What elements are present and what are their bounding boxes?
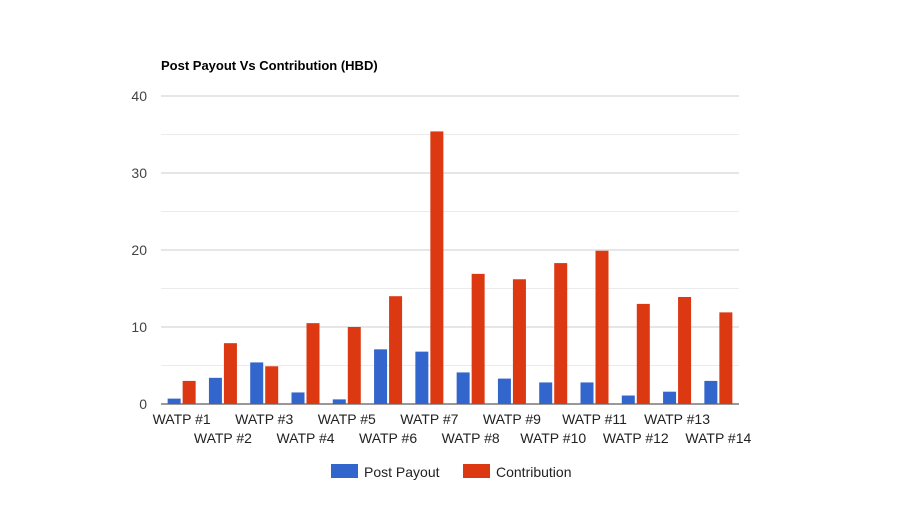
x-tick-label: WATP #5 bbox=[318, 411, 376, 427]
bar-contribution bbox=[719, 312, 733, 404]
chart-title: Post Payout Vs Contribution (HBD) bbox=[161, 58, 378, 73]
x-tick-label: WATP #9 bbox=[483, 411, 541, 427]
bar-post-payout bbox=[539, 382, 553, 404]
bar-contribution bbox=[430, 131, 444, 405]
bar-post-payout bbox=[497, 378, 511, 404]
legend-swatch bbox=[463, 464, 490, 478]
legend-item: Contribution bbox=[463, 464, 572, 480]
bar-contribution bbox=[554, 263, 568, 404]
x-tick-label: WATP #8 bbox=[442, 430, 500, 446]
x-axis-tick-labels: WATP #1 WATP #2 WATP #3 WATP #4 WATP #5 WATP … bbox=[153, 411, 752, 446]
x-tick-label: WATP #3 bbox=[235, 411, 293, 427]
y-tick-label: 0 bbox=[139, 396, 147, 412]
bar-post-payout bbox=[621, 395, 635, 404]
bar-contribution bbox=[636, 303, 650, 404]
bar-post-payout bbox=[374, 349, 388, 404]
x-tick-label: WATP #4 bbox=[276, 430, 334, 446]
bar-contribution bbox=[223, 343, 237, 404]
x-tick-label: WATP #7 bbox=[400, 411, 458, 427]
x-tick-label: WATP #6 bbox=[359, 430, 417, 446]
bar-post-payout bbox=[291, 392, 305, 404]
y-tick-label: 40 bbox=[131, 88, 147, 104]
legend-label: Contribution bbox=[496, 464, 572, 480]
bar-contribution bbox=[265, 366, 279, 404]
x-tick-label: WATP #2 bbox=[194, 430, 252, 446]
legend-item: Post Payout bbox=[331, 464, 440, 480]
y-tick-label: 30 bbox=[131, 165, 147, 181]
x-tick-label: WATP #11 bbox=[562, 411, 627, 427]
x-tick-label: WATP #10 bbox=[520, 430, 586, 446]
bar-contribution bbox=[389, 296, 403, 404]
y-tick-label: 10 bbox=[131, 319, 147, 335]
y-tick-label: 20 bbox=[131, 242, 147, 258]
legend-swatch bbox=[331, 464, 358, 478]
bar-post-payout bbox=[456, 372, 470, 404]
bar-post-payout bbox=[208, 377, 222, 404]
bar-post-payout bbox=[415, 351, 429, 404]
y-axis-tick-labels: 0 10 20 30 40 bbox=[131, 88, 147, 412]
grid-lines bbox=[161, 95, 739, 405]
bar-contribution bbox=[471, 273, 485, 404]
bar-post-payout bbox=[332, 399, 346, 404]
bar-post-payout bbox=[250, 362, 264, 404]
bar-contribution bbox=[678, 296, 692, 404]
bar-contribution bbox=[512, 279, 526, 404]
bars bbox=[167, 131, 733, 405]
bar-post-payout bbox=[167, 398, 181, 404]
legend-label: Post Payout bbox=[364, 464, 440, 480]
x-tick-label: WATP #13 bbox=[644, 411, 710, 427]
legend: Post Payout Contribution bbox=[331, 464, 572, 480]
bar-post-payout bbox=[663, 391, 677, 404]
bar-contribution bbox=[595, 250, 609, 404]
bar-post-payout bbox=[580, 382, 594, 404]
x-tick-label: WATP #14 bbox=[685, 430, 751, 446]
bar-contribution bbox=[347, 327, 361, 404]
x-tick-label: WATP #12 bbox=[603, 430, 669, 446]
bar-contribution bbox=[306, 323, 320, 404]
bar-contribution bbox=[182, 380, 196, 404]
x-tick-label: WATP #1 bbox=[153, 411, 211, 427]
bar-post-payout bbox=[704, 380, 718, 404]
